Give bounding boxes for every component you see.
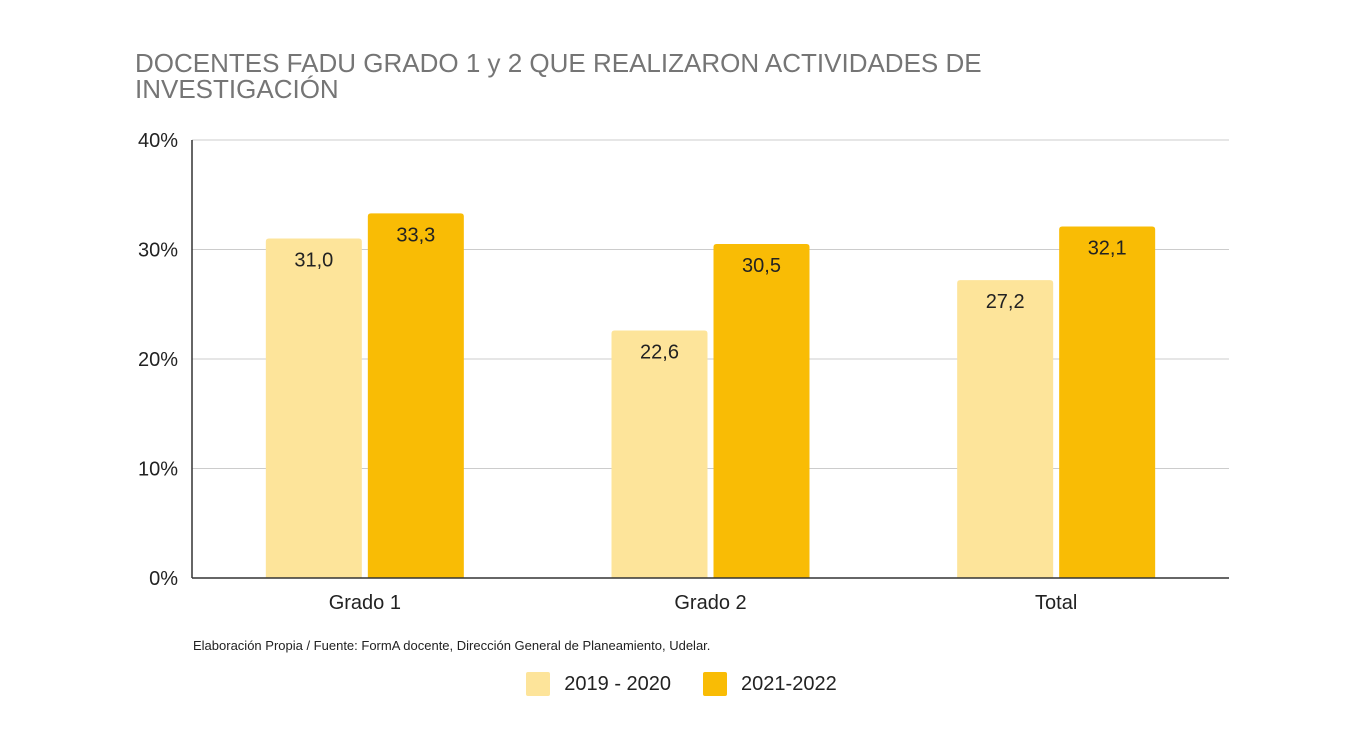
data-label: 32,1 [1088,238,1127,260]
data-label: 33,3 [396,224,435,246]
x-tick-label: Total [1035,592,1077,614]
y-tick-label: 0% [149,568,178,590]
y-tick-label: 20% [138,349,178,371]
x-tick-label: Grado 2 [674,592,746,614]
y-tick-label: 10% [138,459,178,481]
legend-label-series-2: 2021-2022 [741,672,837,695]
y-tick-label: 40% [138,130,178,152]
legend-swatch-series-2 [703,672,728,696]
x-tick-label: Grado 1 [329,592,401,614]
chart-title: DOCENTES FADU GRADO 1 y 2 QUE REALIZARON… [135,48,982,104]
data-label: 27,2 [986,291,1025,313]
legend-item-series-2[interactable]: 2021-2022 [703,672,837,696]
bar [367,213,464,579]
legend-swatch-series-1 [526,672,551,696]
y-tick-label: 30% [138,240,178,262]
data-label: 31,0 [294,250,333,272]
legend: 2019 - 2020 2021-2022 [0,672,1349,696]
legend-item-series-1[interactable]: 2019 - 2020 [526,672,671,696]
data-label: 22,6 [640,342,679,364]
bar [957,280,1054,578]
source-note: Elaboración Propia / Fuente: FormA docen… [193,638,711,653]
data-label: 30,5 [742,255,781,277]
bar [713,244,810,578]
bar [265,238,362,579]
bar [611,330,708,578]
bar [1059,226,1156,578]
legend-label-series-1: 2019 - 2020 [564,672,672,695]
